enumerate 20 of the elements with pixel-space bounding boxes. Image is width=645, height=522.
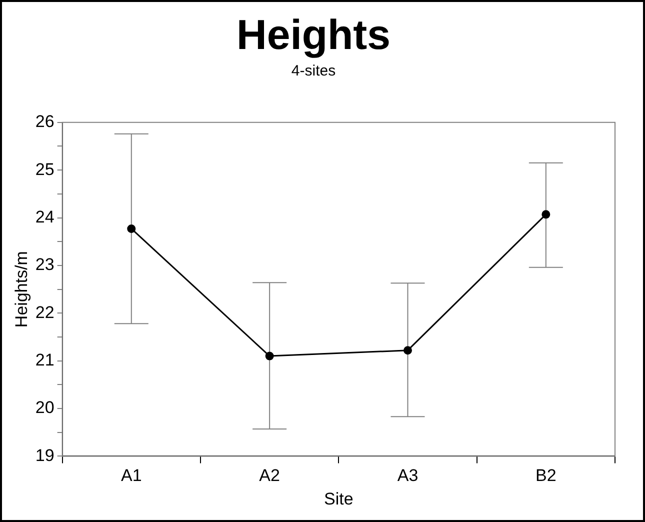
y-axis-title: Heights/m — [12, 251, 31, 328]
y-tick-label: 19 — [35, 446, 54, 465]
point — [542, 210, 550, 219]
x-tick-label: B2 — [536, 466, 556, 486]
point — [127, 224, 136, 233]
x-tick-label: A1 — [120, 466, 142, 486]
point — [403, 346, 412, 355]
chart-title: Heights — [236, 10, 391, 58]
x-tick-label: A2 — [259, 466, 280, 486]
point — [265, 352, 274, 360]
y-tick-label: 25 — [35, 160, 54, 179]
y-tick-label: 22 — [35, 302, 54, 322]
y-tick-label: 24 — [35, 207, 54, 226]
x-tick-label: A3 — [397, 466, 418, 486]
y-tick-label: 21 — [35, 350, 54, 370]
y-tick-label: 26 — [35, 112, 54, 132]
y-tick-label: 20 — [35, 398, 54, 418]
x-axis-title: Site — [324, 489, 354, 508]
y-tick-label: 23 — [35, 255, 54, 274]
chart-subtitle: 4-sites — [291, 62, 336, 80]
